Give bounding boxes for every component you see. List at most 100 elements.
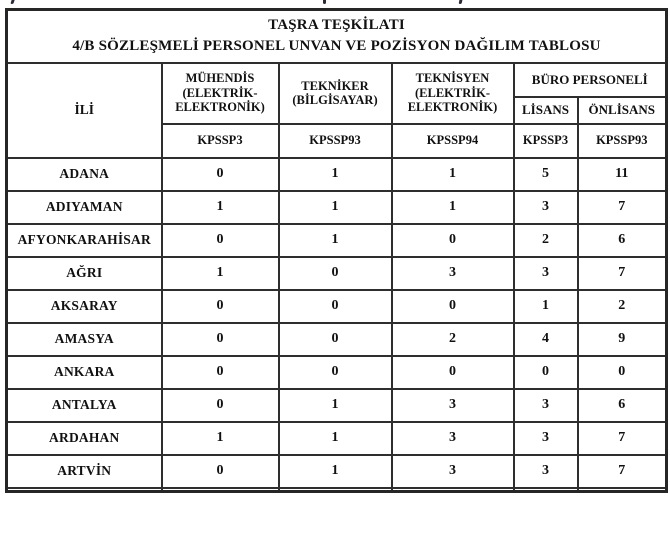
cropped-text-fragment [323, 0, 326, 4]
province-cell: AKSARAY [5, 288, 163, 324]
table-title-row: TAŞRA TEŞKİLATI 4/B SÖZLEŞMELİ PERSONEL … [5, 8, 668, 64]
value-cell: 0 [512, 354, 579, 390]
table-row-clipped [5, 486, 668, 493]
value-cell: 0 [160, 453, 280, 489]
value-cell: 0 [160, 288, 280, 324]
province-cell: ANKARA [5, 354, 163, 390]
office-staff-column-header: BÜRO PERSONELİ [512, 61, 668, 98]
province-cell: ADANA [5, 156, 163, 192]
value-cell: 0 [277, 255, 393, 291]
value-cell: 5 [512, 156, 579, 192]
value-cell: 1 [390, 156, 515, 192]
table-row: ANKARA 0 0 0 0 0 [5, 354, 668, 390]
exam-code-cell: KPSSP3 [512, 122, 579, 159]
value-cell: 0 [160, 321, 280, 357]
province-column-header: İLİ [5, 61, 163, 159]
value-cell: 0 [160, 156, 280, 192]
value-cell: 1 [160, 420, 280, 456]
value-cell: 6 [576, 222, 668, 258]
table-title-line2: 4/B SÖZLEŞMELİ PERSONEL UNVAN VE POZİSYO… [72, 38, 601, 55]
value-cell: 0 [277, 354, 393, 390]
value-cell: 1 [277, 189, 393, 225]
techn-officer-column-header: TEKNİSYEN (ELEKTRİK- ELEKTRONİK) [390, 61, 515, 125]
value-cell: 1 [277, 387, 393, 423]
value-cell: 0 [277, 321, 393, 357]
engineer-column-header: MÜHENDİS (ELEKTRİK- ELEKTRONİK) [160, 61, 280, 125]
value-cell: 1 [277, 453, 393, 489]
table-row: ARDAHAN 1 1 3 3 7 [5, 420, 668, 456]
value-cell: 2 [390, 321, 515, 357]
table-row: AFYONKARAHİSAR 0 1 0 2 6 [5, 222, 668, 258]
value-cell: 2 [512, 222, 579, 258]
value-cell [390, 486, 515, 493]
exam-code-cell: KPSSP3 [160, 122, 280, 159]
value-cell [160, 486, 280, 493]
table-row: ADANA 0 1 1 5 11 [5, 156, 668, 192]
value-cell: 4 [512, 321, 579, 357]
value-cell: 3 [512, 189, 579, 225]
exam-code-cell: KPSSP93 [576, 122, 668, 159]
value-cell: 3 [512, 420, 579, 456]
personnel-distribution-table: TAŞRA TEŞKİLATI 4/B SÖZLEŞMELİ PERSONEL … [5, 8, 669, 493]
province-cell: ARDAHAN [5, 420, 163, 456]
value-cell: 6 [576, 387, 668, 423]
cropped-text-fragment [458, 0, 463, 4]
province-cell: ADIYAMAN [5, 189, 163, 225]
value-cell: 11 [576, 156, 668, 192]
value-cell: 3 [512, 387, 579, 423]
header-row-exam-codes: KPSSP3 KPSSP93 KPSSP94 KPSSP3 KPSSP93 [7, 122, 668, 159]
table-title-line1: TAŞRA TEŞKİLATI [268, 17, 405, 34]
cropped-text-fragment [10, 0, 15, 4]
value-cell: 3 [512, 453, 579, 489]
value-cell: 1 [277, 222, 393, 258]
table-row: ARTVİN 0 1 3 3 7 [5, 453, 668, 489]
value-cell: 0 [390, 288, 515, 324]
associate-column-header: ÖNLİSANS [576, 95, 668, 125]
value-cell: 0 [160, 387, 280, 423]
technician-column-header: TEKNİKER (BİLGİSAYAR) [277, 61, 393, 125]
value-cell [576, 486, 668, 493]
value-cell: 0 [277, 288, 393, 324]
value-cell: 1 [160, 255, 280, 291]
value-cell [277, 486, 393, 493]
value-cell: 1 [160, 189, 280, 225]
province-cell: ANTALYA [5, 387, 163, 423]
value-cell: 1 [277, 156, 393, 192]
table-title: TAŞRA TEŞKİLATI 4/B SÖZLEŞMELİ PERSONEL … [5, 8, 668, 64]
table-row: ANTALYA 0 1 3 3 6 [5, 387, 668, 423]
table-row: ADIYAMAN 1 1 1 3 7 [5, 189, 668, 225]
value-cell: 1 [277, 420, 393, 456]
value-cell: 0 [576, 354, 668, 390]
value-cell: 0 [390, 222, 515, 258]
value-cell: 7 [576, 420, 668, 456]
value-cell: 7 [576, 453, 668, 489]
province-cell: ARTVİN [5, 453, 163, 489]
value-cell: 0 [160, 354, 280, 390]
table-row: AMASYA 0 0 2 4 9 [5, 321, 668, 357]
header-row-degrees: LİSANS ÖNLİSANS [7, 95, 668, 125]
value-cell: 3 [512, 255, 579, 291]
value-cell: 3 [390, 420, 515, 456]
value-cell: 1 [512, 288, 579, 324]
table-row: AĞRI 1 0 3 3 7 [5, 255, 668, 291]
bachelor-column-header: LİSANS [512, 95, 579, 125]
value-cell: 0 [160, 222, 280, 258]
province-cell: AMASYA [5, 321, 163, 357]
table-row: AKSARAY 0 0 0 1 2 [5, 288, 668, 324]
value-cell: 2 [576, 288, 668, 324]
value-cell: 3 [390, 255, 515, 291]
value-cell [512, 486, 579, 493]
value-cell: 7 [576, 255, 668, 291]
province-cell: AFYONKARAHİSAR [5, 222, 163, 258]
value-cell: 3 [390, 387, 515, 423]
province-cell [5, 486, 163, 493]
province-cell: AĞRI [5, 255, 163, 291]
value-cell: 9 [576, 321, 668, 357]
header-row-groups: İLİ MÜHENDİS (ELEKTRİK- ELEKTRONİK) TEKN… [5, 61, 668, 159]
exam-code-cell: KPSSP94 [390, 122, 515, 159]
value-cell: 1 [390, 189, 515, 225]
value-cell: 3 [390, 453, 515, 489]
exam-code-cell: KPSSP93 [277, 122, 393, 159]
value-cell: 7 [576, 189, 668, 225]
